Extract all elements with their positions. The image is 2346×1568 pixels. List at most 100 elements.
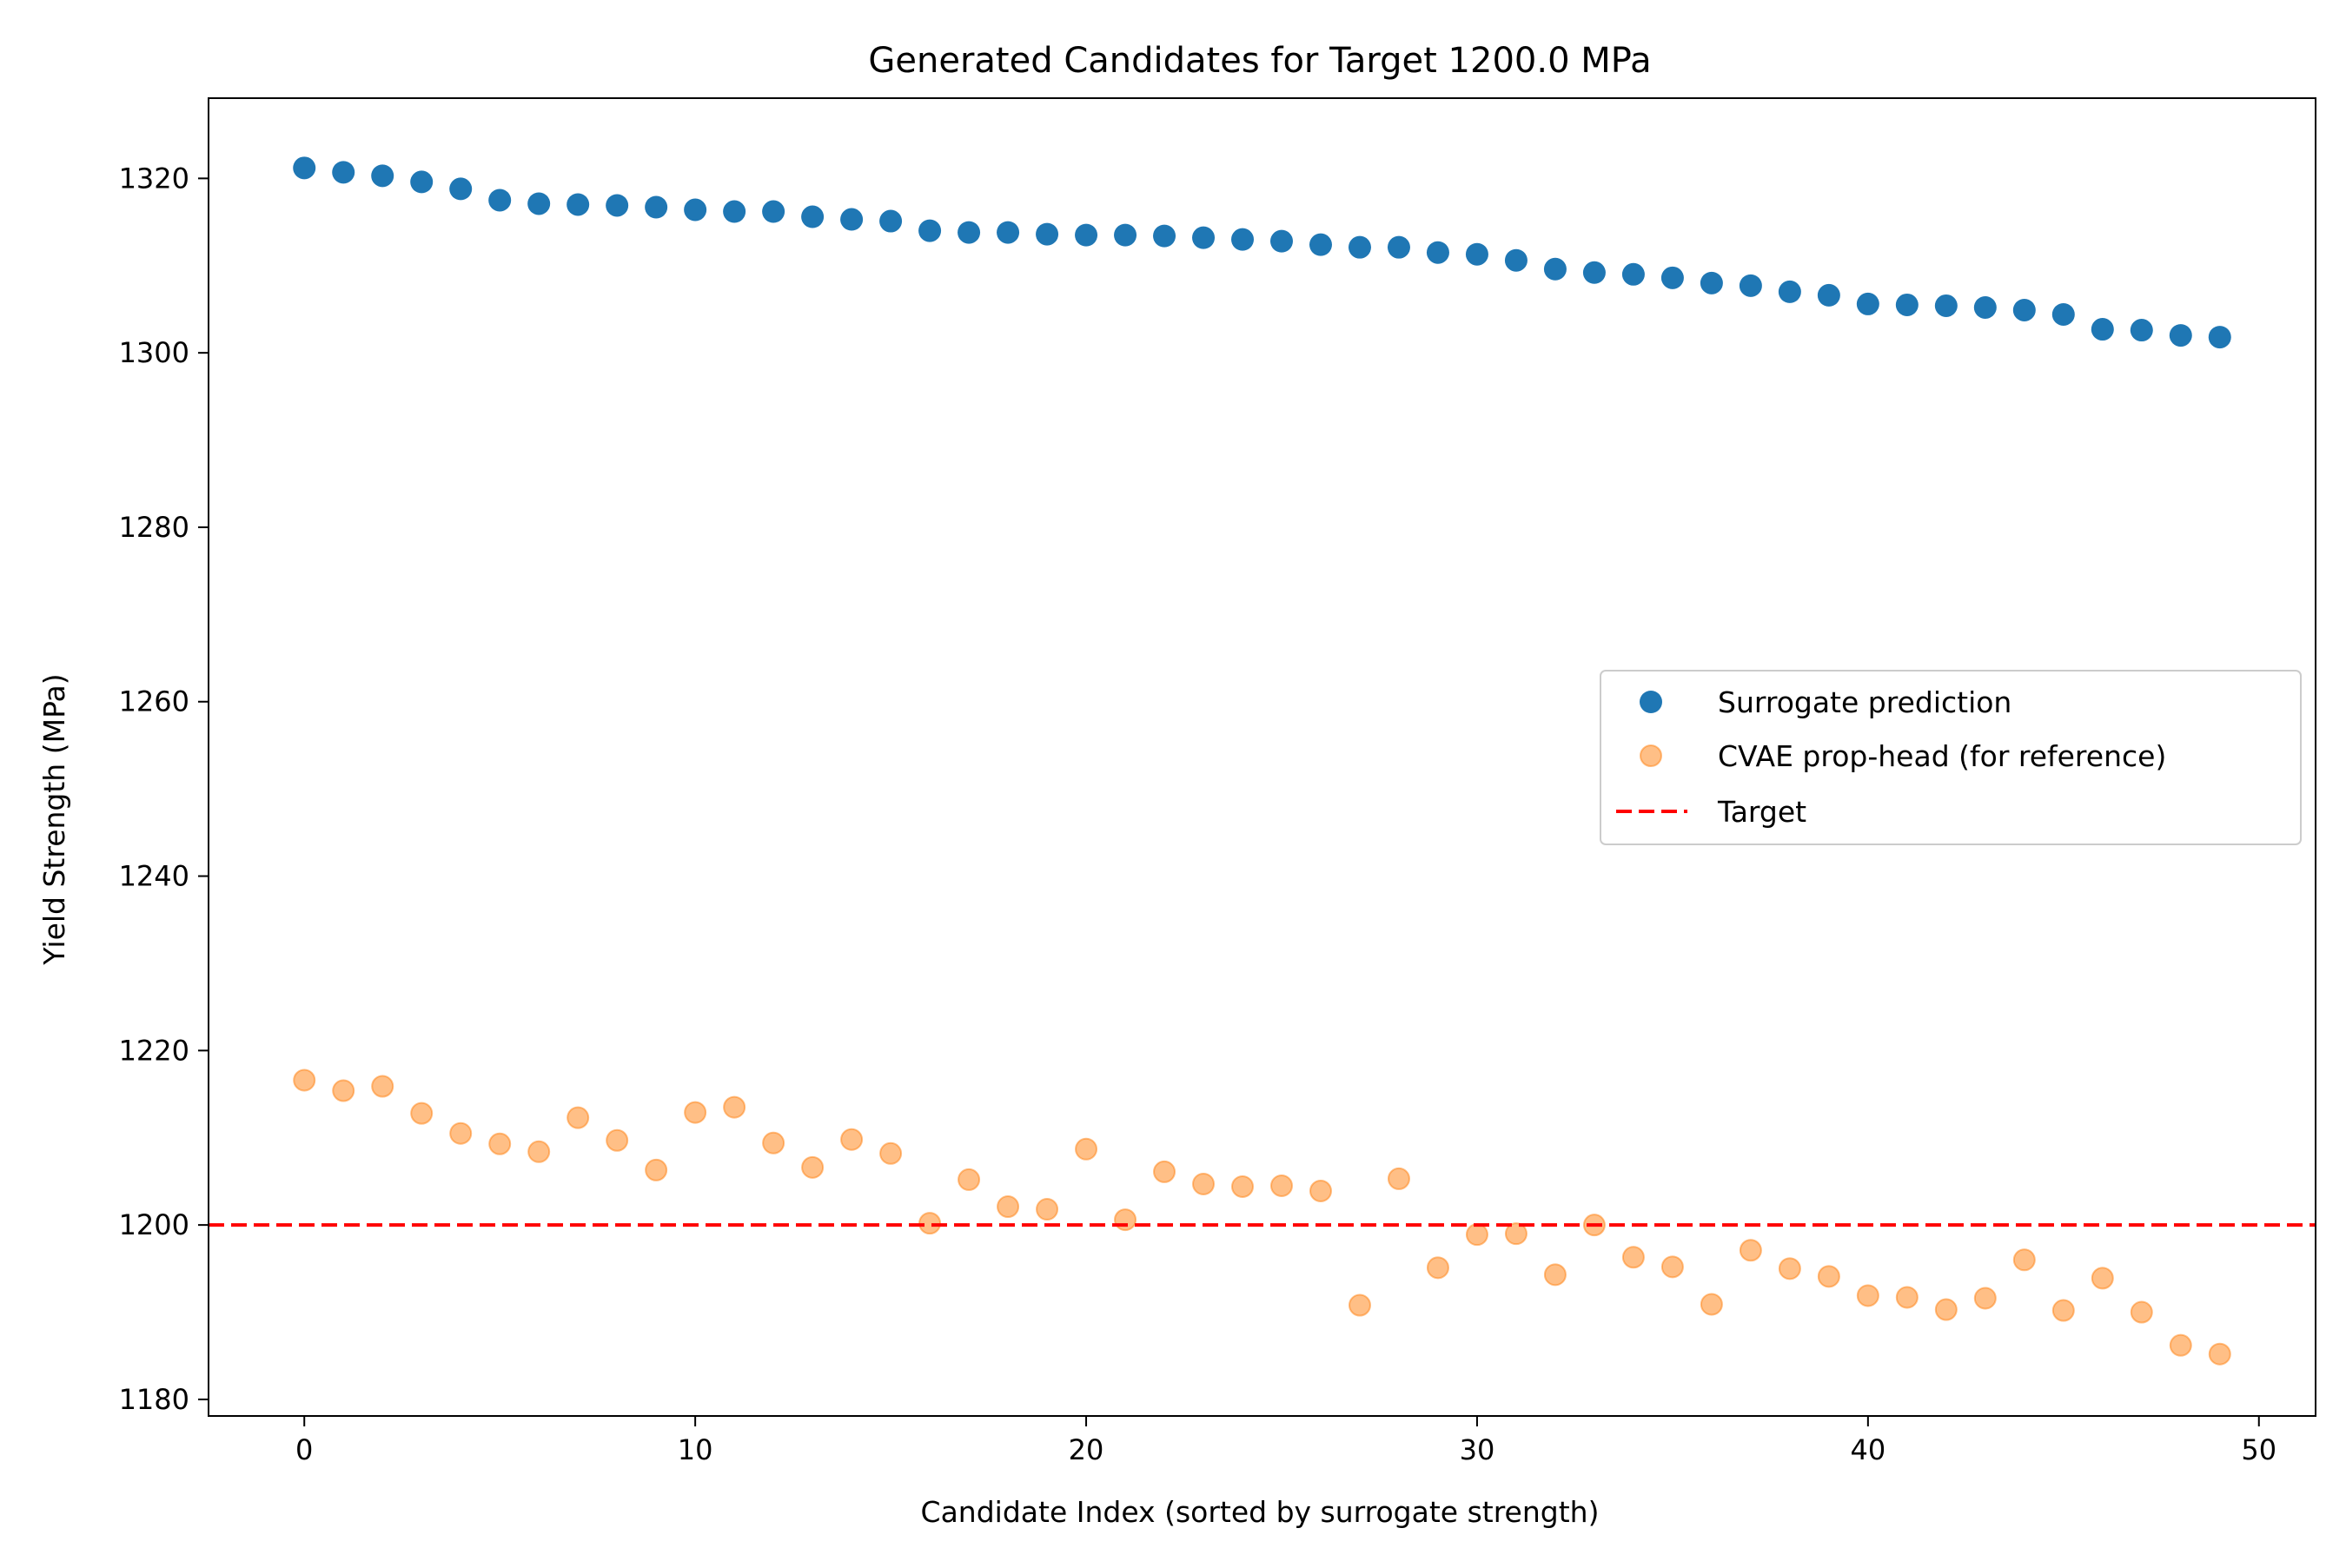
data-point (371, 164, 394, 188)
data-point (801, 1155, 825, 1179)
data-point (1543, 257, 1567, 281)
data-point (997, 1195, 1020, 1219)
legend-marker (1640, 744, 1662, 767)
chart-title: Generated Candidates for Target 1200.0 M… (868, 41, 1651, 81)
data-point (1895, 1286, 1919, 1309)
x-tick-label: 10 (678, 1433, 713, 1466)
y-tick-label: 1200 (119, 1208, 189, 1241)
data-point (449, 177, 473, 201)
data-point (1660, 266, 1684, 289)
y-tick-label: 1280 (119, 511, 189, 544)
data-point (410, 170, 434, 194)
data-point (2091, 318, 2114, 341)
data-point (1973, 295, 1997, 319)
data-point (1934, 294, 1958, 317)
series-surrogate-prediction (293, 156, 2231, 349)
data-point (1817, 283, 1840, 307)
data-point (1309, 233, 1332, 256)
data-point (488, 1132, 512, 1155)
data-point (293, 1068, 316, 1092)
data-point (1426, 241, 1449, 264)
data-point (1036, 222, 1059, 246)
data-point (1895, 293, 1919, 316)
data-point (1660, 1255, 1684, 1279)
data-point (1309, 1179, 1332, 1202)
data-point (840, 208, 864, 231)
x-tick-label: 20 (1069, 1433, 1104, 1466)
data-point (410, 1102, 434, 1125)
data-point (958, 221, 981, 244)
data-point (1817, 1265, 1840, 1288)
data-point (997, 221, 1020, 244)
data-point (801, 205, 825, 228)
legend-label: Surrogate prediction (1718, 685, 2011, 719)
data-point (2130, 319, 2153, 342)
data-point (1465, 1223, 1488, 1247)
y-tick-label: 1240 (119, 860, 189, 893)
axes-frame (208, 97, 2316, 1417)
data-point (1387, 1167, 1410, 1190)
data-point (684, 198, 707, 222)
data-point (762, 1131, 785, 1154)
data-point (2091, 1267, 2114, 1290)
data-point (1934, 1298, 1958, 1321)
y-axis-label: Yield Strength (MPa) (37, 673, 71, 965)
data-point (879, 1141, 903, 1165)
data-point (918, 1212, 942, 1235)
data-point (1231, 228, 1255, 251)
data-point (723, 200, 746, 223)
data-point (1543, 1263, 1567, 1287)
data-point (1621, 262, 1645, 286)
data-point (1153, 224, 1176, 248)
data-point (1700, 1293, 1723, 1316)
data-point (1192, 226, 1216, 249)
legend-frame (1600, 670, 2302, 845)
data-point (1075, 223, 1098, 247)
data-point (1778, 280, 1801, 303)
data-point (1269, 229, 1293, 253)
data-point (1973, 1287, 1997, 1310)
data-point (1114, 1208, 1137, 1232)
data-point (527, 1140, 551, 1163)
legend: Surrogate prediction CVAE prop-head (for … (1600, 670, 2302, 845)
x-tick-label: 30 (1460, 1433, 1495, 1466)
data-point (684, 1101, 707, 1124)
x-tick-label: 0 (295, 1433, 313, 1466)
data-point (1504, 248, 1528, 272)
data-point (371, 1075, 394, 1098)
data-point (2130, 1300, 2153, 1324)
y-tick-label: 1220 (119, 1034, 189, 1067)
data-point (2208, 1342, 2231, 1366)
data-point (1504, 1222, 1528, 1246)
data-point (2208, 326, 2231, 349)
data-point (606, 1128, 629, 1152)
data-point (1621, 1246, 1645, 1269)
data-point (606, 194, 629, 217)
data-point (1426, 1256, 1449, 1280)
series-cvae-prop-head (293, 1068, 2231, 1366)
x-tick-label: 40 (1850, 1433, 1885, 1466)
data-point (840, 1128, 864, 1151)
data-point (527, 192, 551, 215)
data-point (1387, 235, 1410, 259)
data-point (1075, 1137, 1098, 1161)
data-point (567, 1106, 590, 1129)
data-point (1153, 1160, 1176, 1183)
data-point (958, 1168, 981, 1191)
data-point (645, 195, 668, 219)
data-point (1739, 1239, 1762, 1262)
data-point (1192, 1172, 1216, 1195)
data-point (1269, 1174, 1293, 1197)
data-point (332, 1079, 355, 1102)
data-point (1348, 235, 1371, 259)
x-tick-label: 50 (2241, 1433, 2276, 1466)
data-point (2051, 1299, 2075, 1322)
data-point (1465, 242, 1488, 266)
data-point (1856, 1284, 1879, 1307)
data-point (645, 1158, 668, 1181)
plot-area: 0 10 20 30 40 50 1180 1200 1220 1240 1260 1280 1300 1… (119, 97, 2316, 1466)
data-point (449, 1121, 473, 1145)
data-point (2012, 1248, 2036, 1272)
